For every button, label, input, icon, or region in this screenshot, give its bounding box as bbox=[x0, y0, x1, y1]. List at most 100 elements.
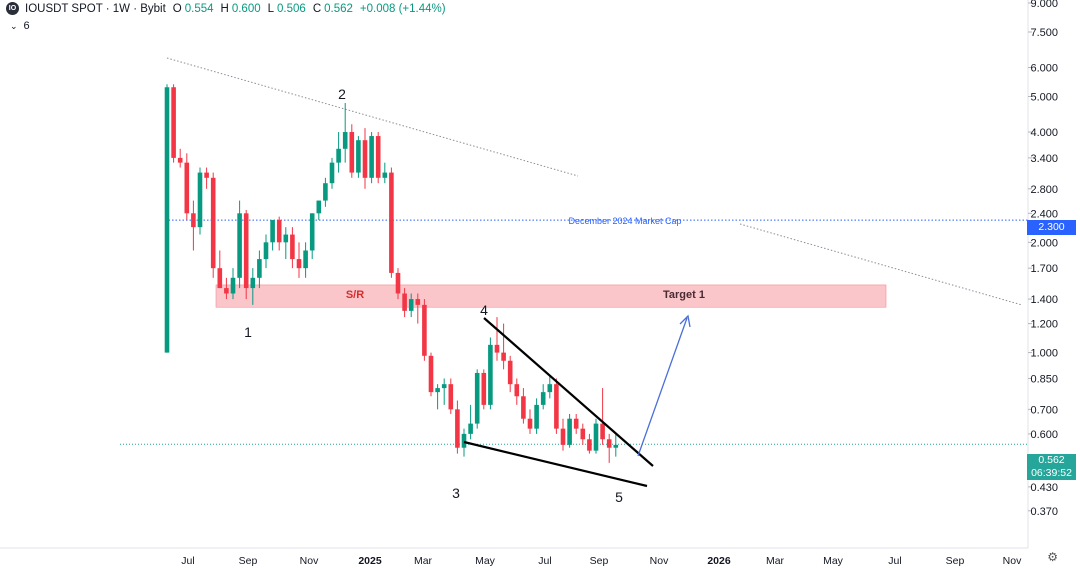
wave-label-4: 4 bbox=[480, 302, 488, 318]
candle-body bbox=[296, 259, 302, 269]
candle-body bbox=[402, 293, 407, 311]
time-tick-label: Sep bbox=[590, 555, 609, 567]
time-tick-label: Nov bbox=[1003, 555, 1022, 567]
wedge-upper-line bbox=[483, 317, 654, 467]
time-tick-label: Mar bbox=[766, 555, 785, 567]
candle-body bbox=[217, 268, 223, 289]
price-tick-label: 3.400 bbox=[1030, 153, 1058, 165]
candle-body bbox=[554, 384, 559, 429]
candle-body bbox=[276, 220, 282, 243]
candle-body bbox=[468, 423, 473, 434]
target-arrow-line bbox=[637, 317, 688, 457]
time-tick-label: Nov bbox=[300, 555, 319, 567]
price-tick-label: 1.700 bbox=[1030, 263, 1058, 275]
candle-body bbox=[448, 384, 454, 410]
price-tick-label: 1.200 bbox=[1030, 319, 1058, 331]
candle-body bbox=[342, 132, 348, 149]
candle-body bbox=[177, 157, 183, 163]
price-tick-label: 4.000 bbox=[1030, 127, 1058, 139]
candle-body bbox=[375, 136, 381, 178]
candle-body bbox=[474, 372, 480, 424]
wave-label-5: 5 bbox=[615, 489, 623, 505]
candle-body bbox=[230, 277, 236, 294]
chevron-down-icon: ⌄ bbox=[10, 20, 18, 31]
candle-body bbox=[534, 404, 539, 429]
close-label: C bbox=[312, 2, 322, 15]
upper-dotted-trendline bbox=[166, 57, 579, 177]
candle-body bbox=[600, 423, 605, 440]
candle-body bbox=[382, 172, 388, 178]
price-tick-label: 1.000 bbox=[1030, 348, 1058, 360]
candle-body bbox=[580, 428, 586, 440]
candle-body bbox=[356, 140, 361, 173]
sr-zone bbox=[215, 284, 887, 308]
price-tick-label: 0.700 bbox=[1030, 404, 1058, 416]
high-value: 0.600 bbox=[231, 2, 261, 15]
low-value: 0.506 bbox=[277, 2, 306, 15]
candle-body bbox=[197, 172, 203, 228]
low-label: L bbox=[267, 2, 275, 15]
candle-body bbox=[527, 418, 533, 429]
candle-body bbox=[455, 409, 460, 448]
candle-body bbox=[593, 423, 599, 451]
wedge-lower-line bbox=[463, 440, 648, 488]
open-value: 0.554 bbox=[184, 2, 214, 15]
sr-zone-label: S/R bbox=[346, 289, 364, 301]
time-tick-label: Jul bbox=[538, 555, 551, 567]
candle-body bbox=[309, 213, 315, 251]
price-tick-label: 6.000 bbox=[1030, 63, 1058, 75]
candle-body bbox=[329, 162, 335, 184]
time-tick-label: Nov bbox=[650, 555, 669, 567]
settings-gear-icon[interactable]: ⚙ bbox=[1047, 550, 1058, 564]
candle-body bbox=[224, 288, 229, 294]
price-tick-label: 5.000 bbox=[1030, 92, 1058, 104]
candle-body bbox=[540, 392, 546, 405]
candle-body bbox=[389, 172, 394, 273]
candle-body bbox=[567, 418, 572, 445]
candle-body bbox=[408, 299, 414, 311]
price-tick-label: 2.400 bbox=[1030, 208, 1058, 220]
candle-body bbox=[521, 396, 526, 419]
candle-body bbox=[204, 172, 209, 178]
exchange-logo-icon: IO bbox=[6, 2, 19, 15]
candle-body bbox=[237, 213, 242, 278]
candle-body bbox=[501, 352, 506, 361]
candle-body bbox=[303, 250, 308, 269]
last-price-badge: 0.562 bbox=[1027, 454, 1076, 467]
candle-body bbox=[349, 132, 355, 173]
wave-label-1: 1 bbox=[244, 324, 252, 340]
time-tick-label: 2025 bbox=[358, 555, 382, 567]
price-tick-label: 2.000 bbox=[1030, 237, 1058, 249]
candle-body bbox=[395, 272, 401, 294]
price-tick-label: 9.000 bbox=[1030, 0, 1058, 10]
price-tick-label: 0.600 bbox=[1030, 429, 1058, 441]
candle-body bbox=[494, 344, 500, 353]
price-tick-label: 0.430 bbox=[1030, 482, 1058, 494]
target-label: Target 1 bbox=[663, 289, 705, 301]
time-tick-label: Jul bbox=[888, 555, 901, 567]
candle-body bbox=[415, 299, 421, 305]
candle-body bbox=[514, 384, 520, 397]
price-tick-label: 2.800 bbox=[1030, 184, 1058, 196]
time-tick-label: Jul bbox=[181, 555, 194, 567]
indicators-toggle[interactable]: ⌄ 6 bbox=[10, 20, 30, 32]
candle-body bbox=[263, 242, 269, 260]
candle-body bbox=[243, 213, 249, 289]
candle-body bbox=[441, 384, 447, 389]
candle-body bbox=[488, 344, 493, 405]
candle-body bbox=[507, 360, 513, 385]
symbol-title[interactable]: IOUSDT SPOT · 1W · Bybit bbox=[25, 2, 166, 15]
chart-legend: IO IOUSDT SPOT · 1W · Bybit O 0.554 H 0.60… bbox=[6, 2, 446, 15]
candle-body bbox=[369, 136, 374, 178]
time-tick-label: 2026 bbox=[707, 555, 731, 567]
candle-body bbox=[191, 213, 196, 228]
candle-body bbox=[428, 355, 434, 393]
candle-body bbox=[362, 140, 368, 178]
time-tick-label: Sep bbox=[946, 555, 965, 567]
candle-body bbox=[283, 234, 289, 243]
candle-body bbox=[435, 388, 440, 393]
candle-body bbox=[606, 439, 612, 448]
candle-body bbox=[184, 162, 190, 214]
close-value: 0.562 bbox=[324, 2, 353, 15]
